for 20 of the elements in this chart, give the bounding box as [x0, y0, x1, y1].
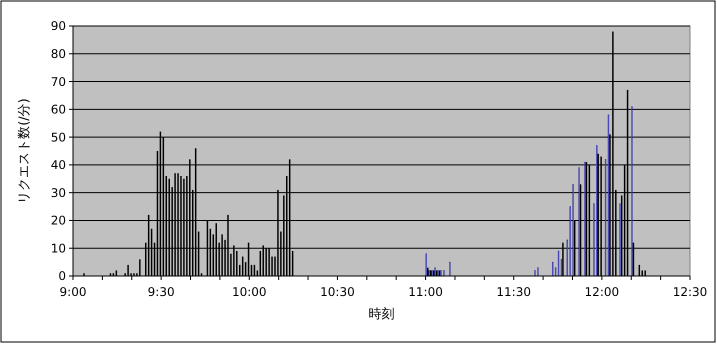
x-tick-label: 10:30	[320, 285, 355, 299]
x-axis-title: 時刻	[368, 307, 394, 322]
y-tick-label: 10	[50, 241, 66, 256]
y-tick-label: 80	[50, 46, 66, 61]
x-tick-label: 10:00	[232, 285, 267, 299]
x-tick-label: 9:30	[148, 285, 175, 299]
x-tick-label: 11:00	[408, 285, 443, 299]
y-tick-label: 50	[50, 130, 66, 144]
y-axis-title: リクエスト数(/分)	[17, 98, 32, 204]
y-tick-label: 60	[50, 102, 66, 117]
x-tick-label: 9:00	[60, 285, 86, 299]
x-tick-label: 12:30	[672, 285, 708, 299]
y-tick-label: 40	[50, 158, 66, 172]
y-tick-label: 90	[50, 19, 66, 34]
y-tick-label: 20	[50, 214, 66, 228]
x-tick-label: 11:30	[496, 285, 532, 299]
y-tick-label: 30	[50, 186, 66, 200]
y-tick-label: 0	[58, 269, 66, 284]
y-tick-label: 70	[50, 74, 66, 89]
x-tick-label: 12:00	[584, 285, 620, 299]
